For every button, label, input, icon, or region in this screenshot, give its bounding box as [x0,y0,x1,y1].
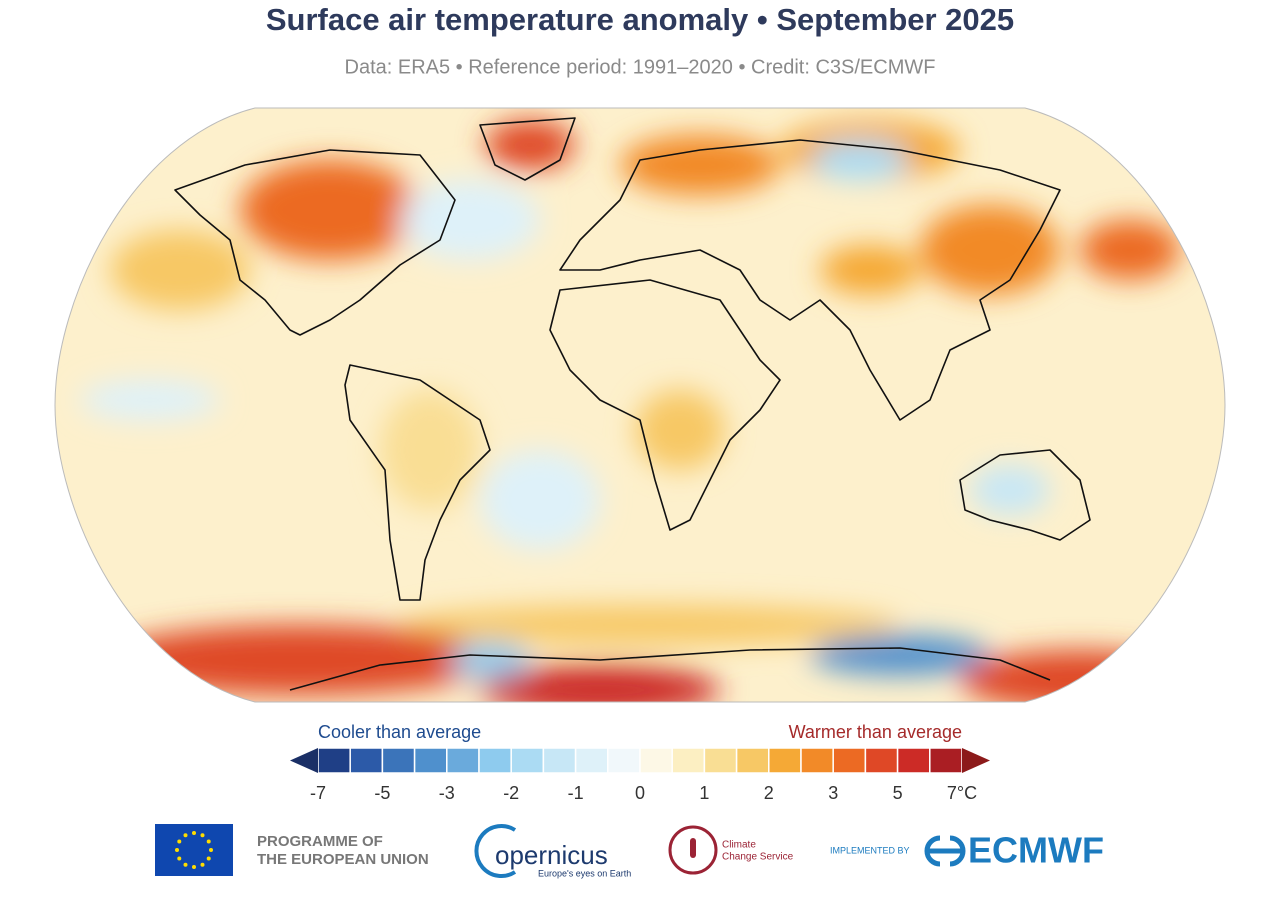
colorbar-tick-label: 5 [893,783,903,803]
copernicus-text: opernicus [495,840,608,870]
eu-star [175,848,179,852]
eu-text: THE EUROPEAN UNION [257,851,429,868]
coastlines [174,117,1091,691]
colorbar-swatch [864,747,899,774]
eu-star [192,865,196,869]
c3s-text: Change Service [722,852,794,863]
colorbar-swatch [574,747,609,774]
colorbar-swatch [768,747,802,774]
africa [549,279,781,531]
antarctica [289,647,1051,691]
colorbar-swatch [510,747,545,774]
greenland [479,117,576,181]
colorbar-swatch [317,747,351,774]
eu-star [192,831,196,835]
australia [959,449,1091,541]
eu-logo: PROGRAMME OF THE EUROPEAN UNION [155,824,429,876]
eu-text: PROGRAMME OF [257,833,383,850]
colorbar-swatch [607,747,641,774]
colorbar-arrow-low [290,748,318,773]
colorbar-tick-label: 2 [764,783,774,803]
eu-star [177,856,182,861]
colorbar-swatch [381,747,416,774]
warmer-label: Warmer than average [789,722,962,742]
colorbar-tick-label: 0 [635,783,645,803]
colorbar-swatch [639,747,673,774]
title: Surface air temperature anomaly • Septem… [266,2,1014,37]
copernicus-logo: opernicus Europe's eyes on Earth [474,824,631,878]
map [55,108,1225,702]
cooler-label: Cooler than average [318,722,481,742]
eu-stars [175,831,213,869]
eu-star [206,856,211,861]
ecmwf-logo: IMPLEMENTED BY ECMWF [830,830,1104,871]
eu-star [206,839,211,844]
colorbar-tick-label: -1 [568,783,584,803]
colorbar-swatch [800,747,834,774]
colorbar-tick-label: -7 [310,783,326,803]
copernicus-c [474,824,517,878]
colorbar-tick-label: 3 [828,783,838,803]
colorbar-tick-label: -5 [374,783,390,803]
eu-star [183,833,188,838]
colorbar-swatch [446,747,480,774]
colorbar-swatch [349,747,384,774]
colorbar-swatch [896,747,931,774]
colorbar-swatch [542,747,577,774]
colorbar: -7 -5 -3 -2 -1 0 1 2 3 5 7°C [290,747,990,803]
colorbar-swatch [413,747,448,774]
colorbar-swatch [478,747,512,774]
colorbar-swatch [832,747,867,774]
c3s-thermometer [690,838,696,858]
colorbar-tick-label: -2 [503,783,519,803]
colorbar-tick-label: 1 [699,783,709,803]
eu-star [183,862,188,867]
subtitle: Data: ERA5 • Reference period: 1991–2020… [345,56,936,78]
c3s-text: Climate [722,840,756,851]
colorbar-swatch [703,747,738,774]
colorbar-tick-label: 7°C [947,783,977,803]
c3s-ring [668,825,718,875]
colorbar-swatch [671,747,706,774]
eu-star [177,839,182,844]
ecmwf-text: ECMWF [968,830,1104,871]
eu-star [200,862,205,867]
map-outline [54,107,1226,703]
eu-star [200,833,205,838]
eurasia [559,139,1061,421]
colorbar-swatch [735,747,770,774]
anomaly-field [80,120,1200,702]
eu-star [209,848,213,852]
implemented-by: IMPLEMENTED BY [830,845,910,855]
colorbar-tick-label: -3 [439,783,455,803]
south-america [344,364,491,601]
ecmwf-symbol [924,835,966,867]
copernicus-tagline: Europe's eyes on Earth [538,868,631,878]
colorbar-arrow-high [962,748,990,773]
north-america [174,149,456,336]
colorbar-swatch [929,747,963,774]
c3s-logo: Climate Change Service [668,825,794,875]
